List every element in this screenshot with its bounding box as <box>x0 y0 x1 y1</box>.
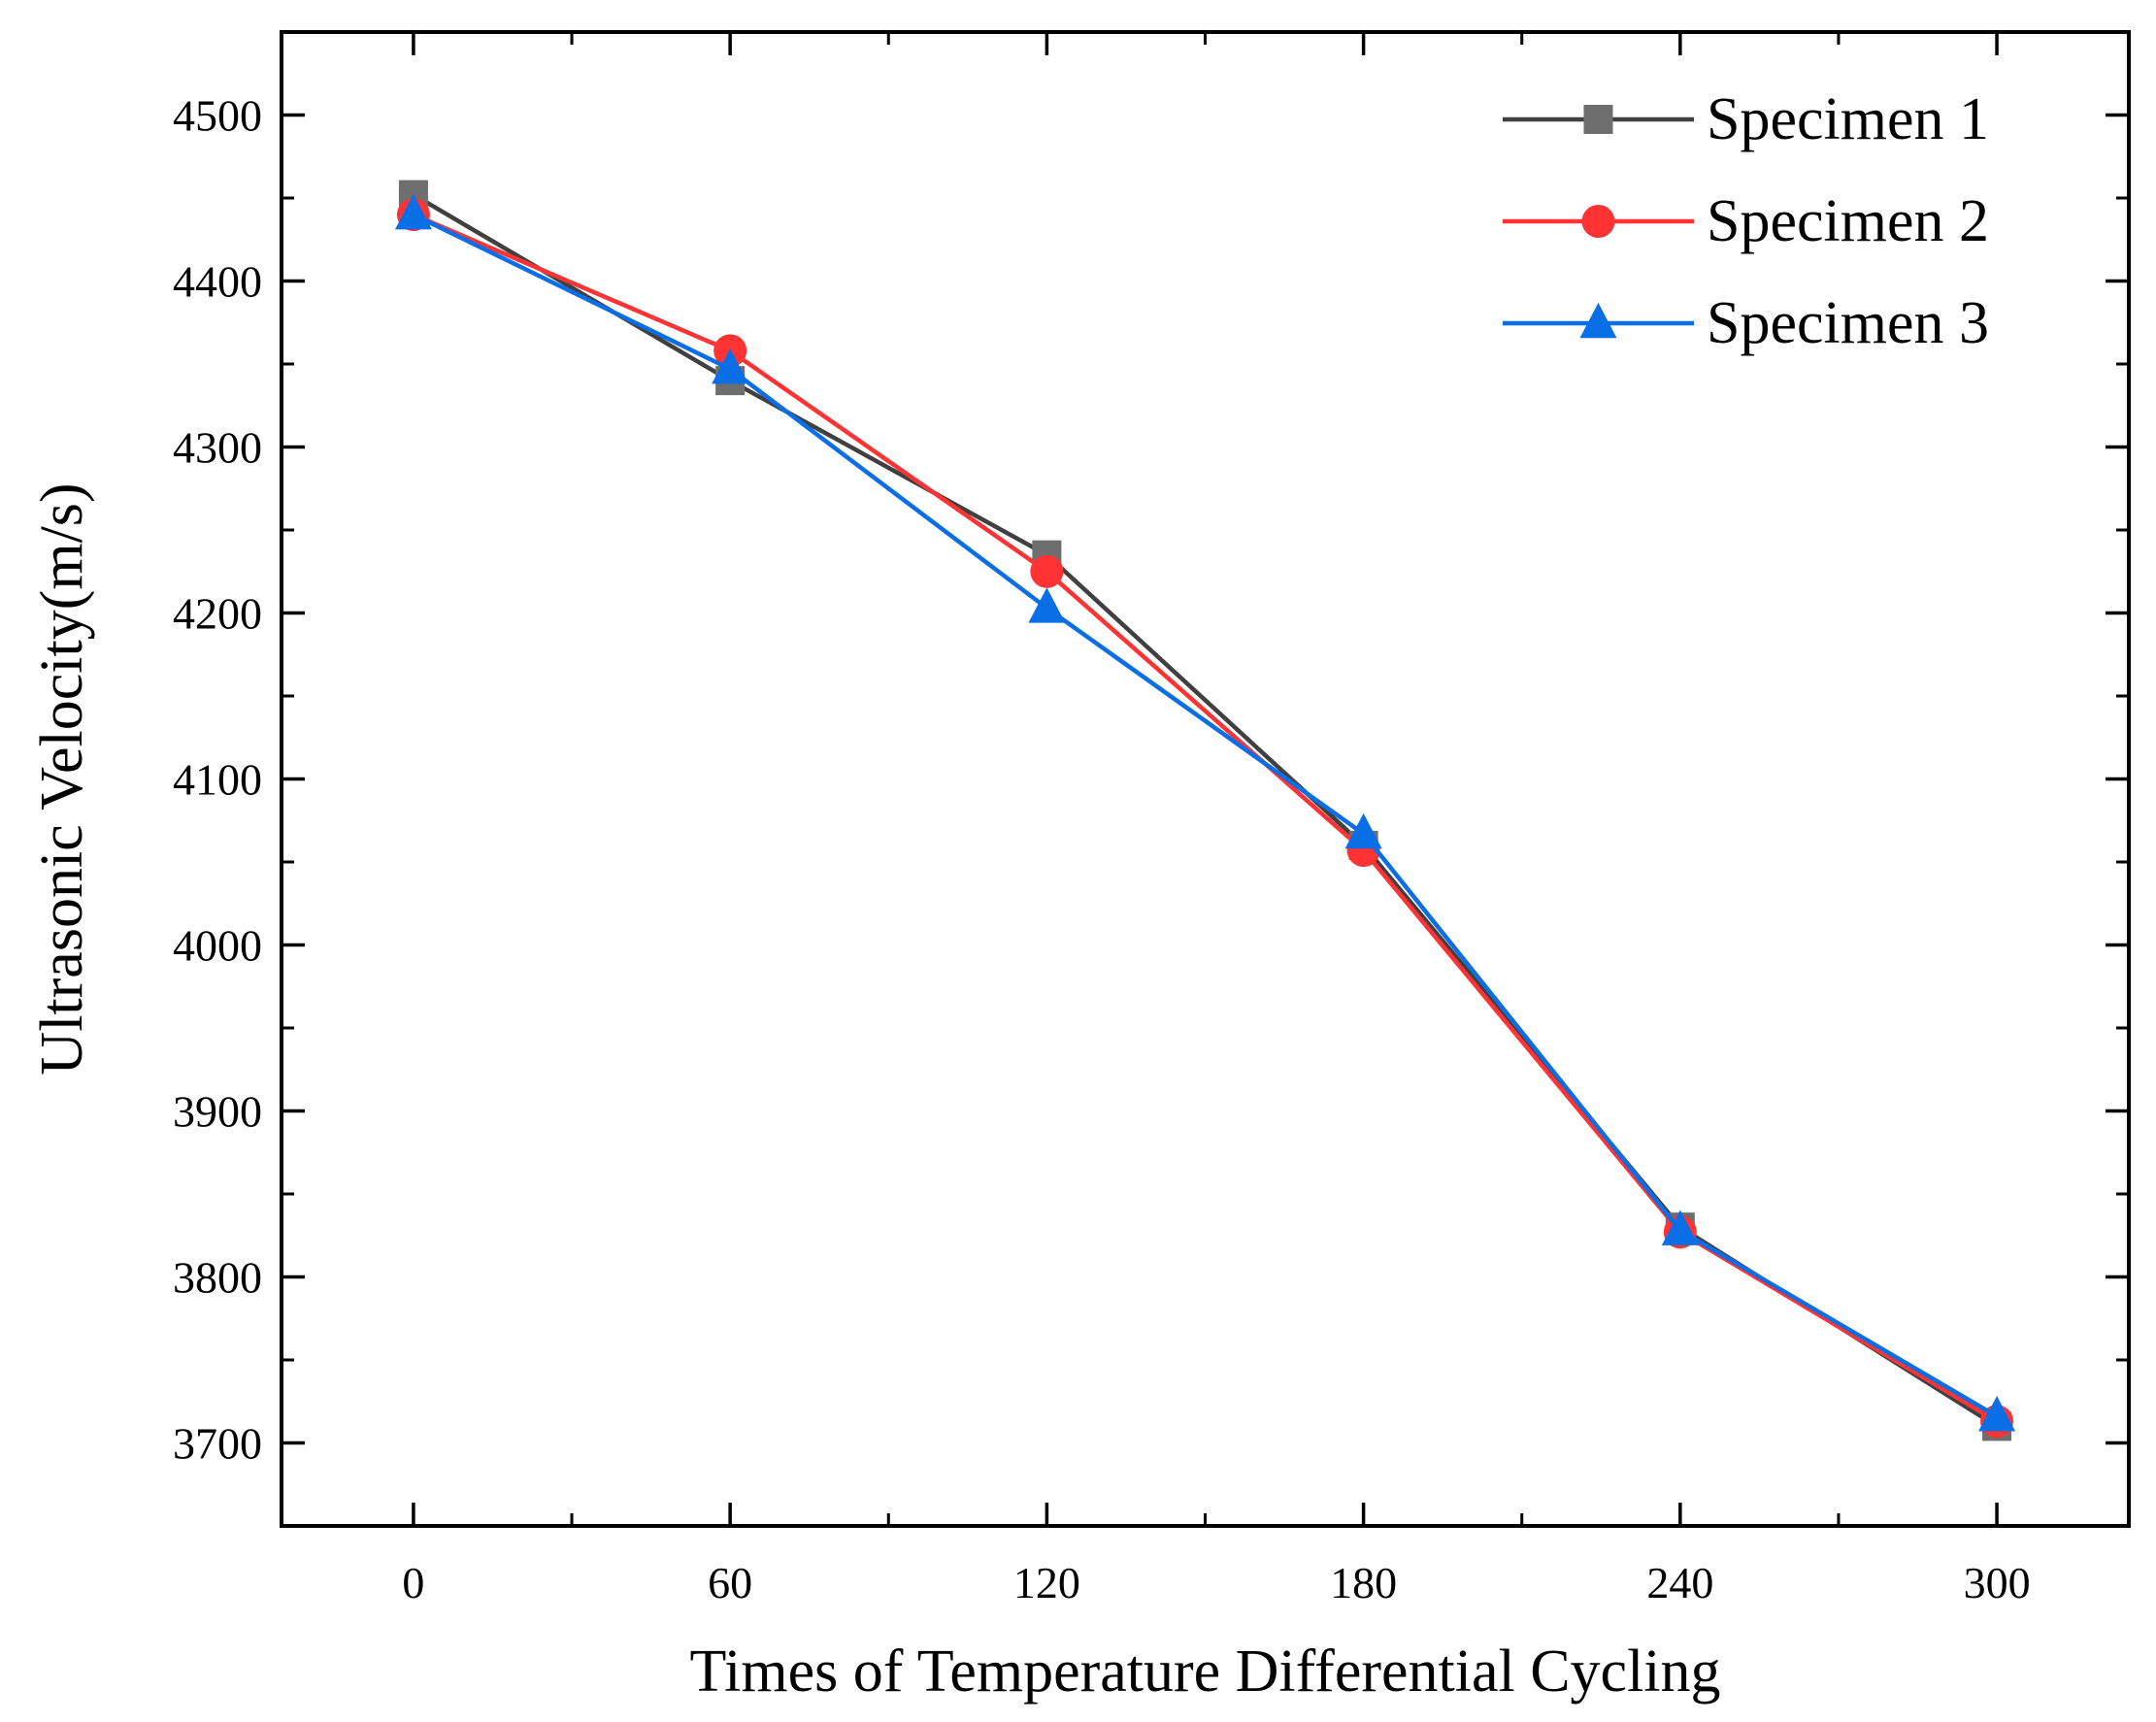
legend-item-1: Specimen 1 <box>1503 86 1989 152</box>
series-3 <box>394 194 2016 1432</box>
y-tick-label: 3700 <box>173 1419 262 1469</box>
series-3-point <box>1978 1396 2016 1432</box>
x-tick-label: 60 <box>708 1558 752 1607</box>
series-layer <box>394 180 2016 1441</box>
series-3-line <box>412 213 1999 1419</box>
legend-item-2: Specimen 2 <box>1503 188 1989 254</box>
y-tick-label: 4000 <box>173 921 262 971</box>
legend-label: Specimen 3 <box>1707 290 1989 356</box>
y-tick-label: 4100 <box>173 755 262 805</box>
legend-marker <box>1583 105 1613 134</box>
x-tick-label: 180 <box>1330 1558 1397 1607</box>
y-tick-label: 4300 <box>173 423 262 473</box>
series-3-point <box>1661 1209 1699 1245</box>
legend-label: Specimen 1 <box>1707 86 1989 152</box>
legend: Specimen 1 Specimen 2 Specimen 3 <box>1503 86 1989 356</box>
y-tick-label: 4200 <box>173 589 262 639</box>
axes-layer: 0 60 120 180 240 300 3700 3800 3900 4000 4100 4200 4… <box>173 30 2131 1607</box>
legend-marker <box>1581 205 1615 238</box>
x-tick-label: 120 <box>1013 1558 1080 1607</box>
legend-label: Specimen 2 <box>1707 188 1989 254</box>
x-tick-label: 0 <box>402 1558 424 1607</box>
series-2-point <box>1030 554 1064 588</box>
legend-item-3: Specimen 3 <box>1503 290 1989 356</box>
x-tick-label: 300 <box>1964 1558 2031 1607</box>
y-tick-label: 3900 <box>173 1087 262 1137</box>
y-axis-title: Ultrasonic Velocity(m/s) <box>29 482 95 1075</box>
series-3-point <box>712 348 749 384</box>
y-tick-label: 3800 <box>173 1253 262 1303</box>
x-tick-label: 240 <box>1646 1558 1713 1607</box>
y-tick-label: 4500 <box>173 91 262 141</box>
x-axis-title: Times of Temperature Differential Cyclin… <box>689 1639 1720 1705</box>
series-3-point <box>1344 812 1382 849</box>
legend-marker <box>1579 302 1617 339</box>
series-3-point <box>1028 587 1066 623</box>
series-3-point <box>394 194 432 230</box>
y-tick-label: 4400 <box>173 257 262 307</box>
